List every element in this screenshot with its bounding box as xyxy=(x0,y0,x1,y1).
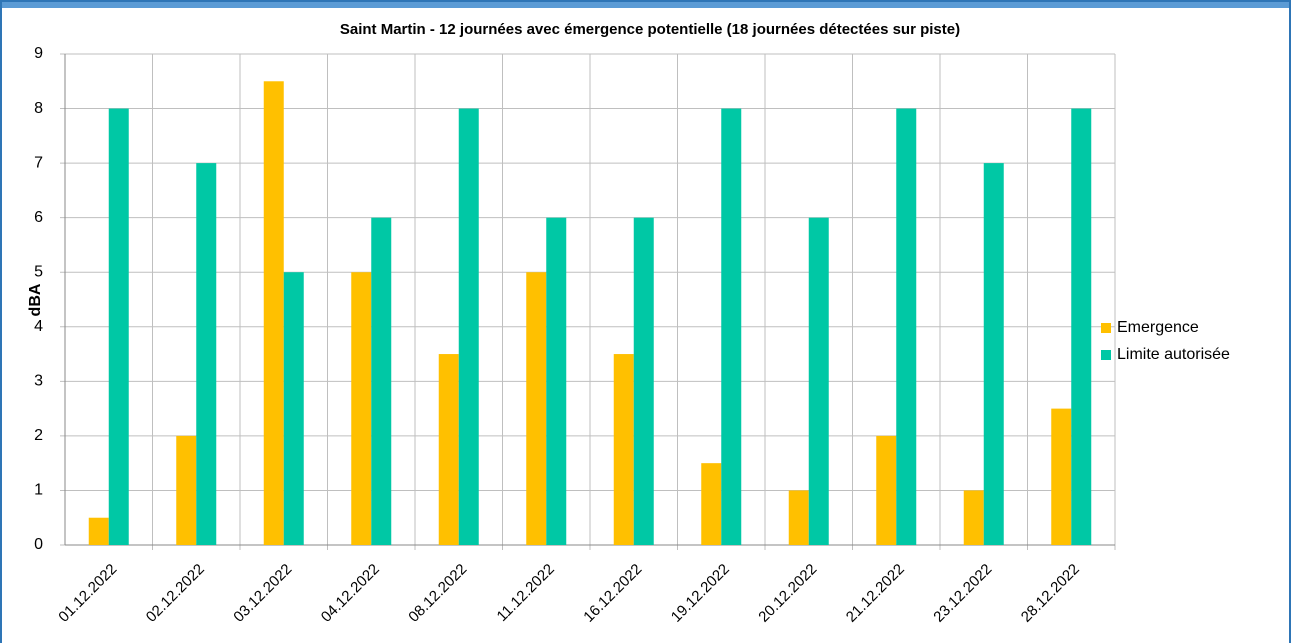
bar xyxy=(963,490,984,545)
bar xyxy=(1071,108,1092,546)
legend-swatch xyxy=(1101,323,1111,333)
legend-label: Emergence xyxy=(1117,319,1199,336)
bar xyxy=(876,435,897,545)
bar xyxy=(88,517,109,545)
y-tick-label: 5 xyxy=(34,263,43,280)
bar xyxy=(108,108,129,546)
y-tick-label: 9 xyxy=(34,45,43,62)
bar xyxy=(263,81,284,546)
x-tick-label: 20.12.2022 xyxy=(755,561,820,626)
bar xyxy=(351,272,372,545)
y-tick-label: 0 xyxy=(34,536,43,553)
legend-swatch xyxy=(1101,350,1111,360)
x-tick-label: 21.12.2022 xyxy=(843,561,908,626)
bar xyxy=(526,272,547,545)
bar xyxy=(1051,408,1072,545)
bar xyxy=(371,217,392,545)
y-tick-label: 7 xyxy=(34,154,43,171)
x-tick-label: 03.12.2022 xyxy=(230,561,295,626)
y-tick-label: 1 xyxy=(34,482,43,499)
x-tick-label: 11.12.2022 xyxy=(494,561,558,625)
y-tick-label: 3 xyxy=(34,373,43,390)
x-tick-label: 23.12.2022 xyxy=(930,561,995,626)
bar xyxy=(633,217,654,545)
y-tick-label: 8 xyxy=(34,100,43,117)
legend-label: Limite autorisée xyxy=(1117,346,1230,363)
y-tick-label: 4 xyxy=(34,318,43,335)
bar xyxy=(613,354,634,545)
y-axis-label: dBA xyxy=(27,283,44,316)
bar xyxy=(701,463,722,545)
bar xyxy=(196,163,217,545)
x-tick-label: 02.12.2022 xyxy=(143,561,208,626)
bar xyxy=(458,108,479,546)
bar xyxy=(438,354,459,545)
x-tick-label: 08.12.2022 xyxy=(405,561,470,626)
x-tick-label: 16.12.2022 xyxy=(580,561,645,626)
top-band xyxy=(0,0,1291,8)
bar xyxy=(283,272,304,545)
x-tick-label: 01.12.2022 xyxy=(55,561,120,626)
y-tick-label: 2 xyxy=(34,427,43,444)
bar xyxy=(546,217,567,545)
y-tick-label: 6 xyxy=(34,209,43,226)
x-tick-label: 19.12.2022 xyxy=(668,561,733,626)
bar xyxy=(896,108,917,546)
bar xyxy=(788,490,809,545)
bar xyxy=(983,163,1004,545)
bar xyxy=(721,108,742,546)
chart-title: Saint Martin - 12 journées avec émergenc… xyxy=(340,21,960,38)
x-tick-label: 04.12.2022 xyxy=(318,561,383,626)
x-tick-label: 28.12.2022 xyxy=(1018,561,1083,626)
bar xyxy=(808,217,829,545)
bar xyxy=(176,435,197,545)
